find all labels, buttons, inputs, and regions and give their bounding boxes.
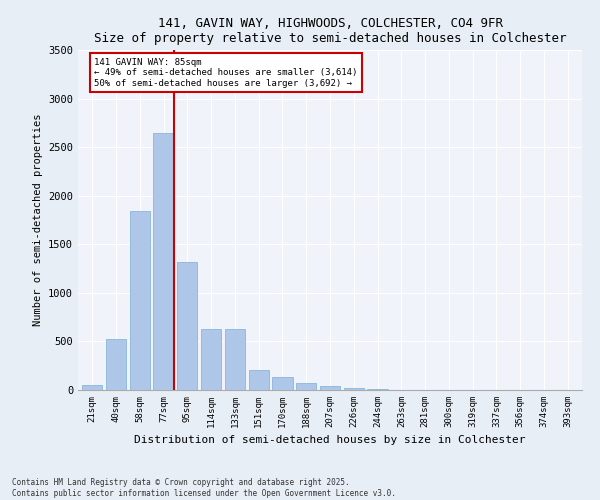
Bar <box>248 370 269 390</box>
Bar <box>272 378 293 390</box>
Bar <box>320 386 340 390</box>
Bar <box>296 383 316 390</box>
Bar <box>177 262 197 390</box>
Bar <box>367 389 388 390</box>
Bar <box>130 212 150 390</box>
Bar <box>82 384 103 390</box>
Bar <box>344 388 364 390</box>
Bar <box>106 340 126 390</box>
Text: Contains HM Land Registry data © Crown copyright and database right 2025.
Contai: Contains HM Land Registry data © Crown c… <box>12 478 396 498</box>
Text: 141 GAVIN WAY: 85sqm
← 49% of semi-detached houses are smaller (3,614)
50% of se: 141 GAVIN WAY: 85sqm ← 49% of semi-detac… <box>94 58 358 88</box>
X-axis label: Distribution of semi-detached houses by size in Colchester: Distribution of semi-detached houses by … <box>134 436 526 446</box>
Y-axis label: Number of semi-detached properties: Number of semi-detached properties <box>32 114 43 326</box>
Bar <box>201 329 221 390</box>
Bar <box>154 132 173 390</box>
Bar <box>225 329 245 390</box>
Title: 141, GAVIN WAY, HIGHWOODS, COLCHESTER, CO4 9FR
Size of property relative to semi: 141, GAVIN WAY, HIGHWOODS, COLCHESTER, C… <box>94 16 566 44</box>
